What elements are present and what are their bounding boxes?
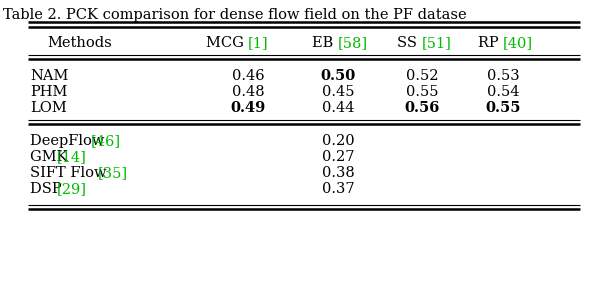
Text: PHM: PHM [30,85,67,99]
Text: Methods: Methods [47,36,112,50]
Text: Table 2. PCK comparison for dense flow field on the PF datase: Table 2. PCK comparison for dense flow f… [3,8,466,22]
Text: SIFT Flow: SIFT Flow [30,166,111,180]
Text: 0.55: 0.55 [485,101,520,115]
Text: 0.37: 0.37 [322,182,354,196]
Text: DSP: DSP [30,182,66,196]
Text: 0.50: 0.50 [320,69,356,83]
Text: 0.44: 0.44 [322,101,354,115]
Text: 0.49: 0.49 [230,101,266,115]
Text: [29]: [29] [57,182,87,196]
Text: 0.27: 0.27 [322,150,354,164]
Text: 0.46: 0.46 [232,69,264,83]
Text: MCG: MCG [206,36,248,50]
Text: SS: SS [398,36,422,50]
Text: RP: RP [478,36,503,50]
Text: 0.52: 0.52 [406,69,438,83]
Text: DeepFlow: DeepFlow [30,134,109,148]
Text: [46]: [46] [91,134,122,148]
Text: GMK: GMK [30,150,72,164]
Text: [58]: [58] [338,36,368,50]
Text: LOM: LOM [30,101,67,115]
Text: 0.55: 0.55 [406,85,438,99]
Text: [51]: [51] [422,36,452,50]
Text: [1]: [1] [248,36,269,50]
Text: [40]: [40] [503,36,533,50]
Text: 0.48: 0.48 [232,85,264,99]
Text: 0.20: 0.20 [322,134,354,148]
Text: [35]: [35] [98,166,128,180]
Text: 0.56: 0.56 [404,101,440,115]
Text: 0.53: 0.53 [486,69,519,83]
Text: NAM: NAM [30,69,68,83]
Text: 0.54: 0.54 [487,85,519,99]
Text: 0.38: 0.38 [322,166,354,180]
Text: EB: EB [312,36,338,50]
Text: [14]: [14] [57,150,87,164]
Text: 0.45: 0.45 [322,85,354,99]
